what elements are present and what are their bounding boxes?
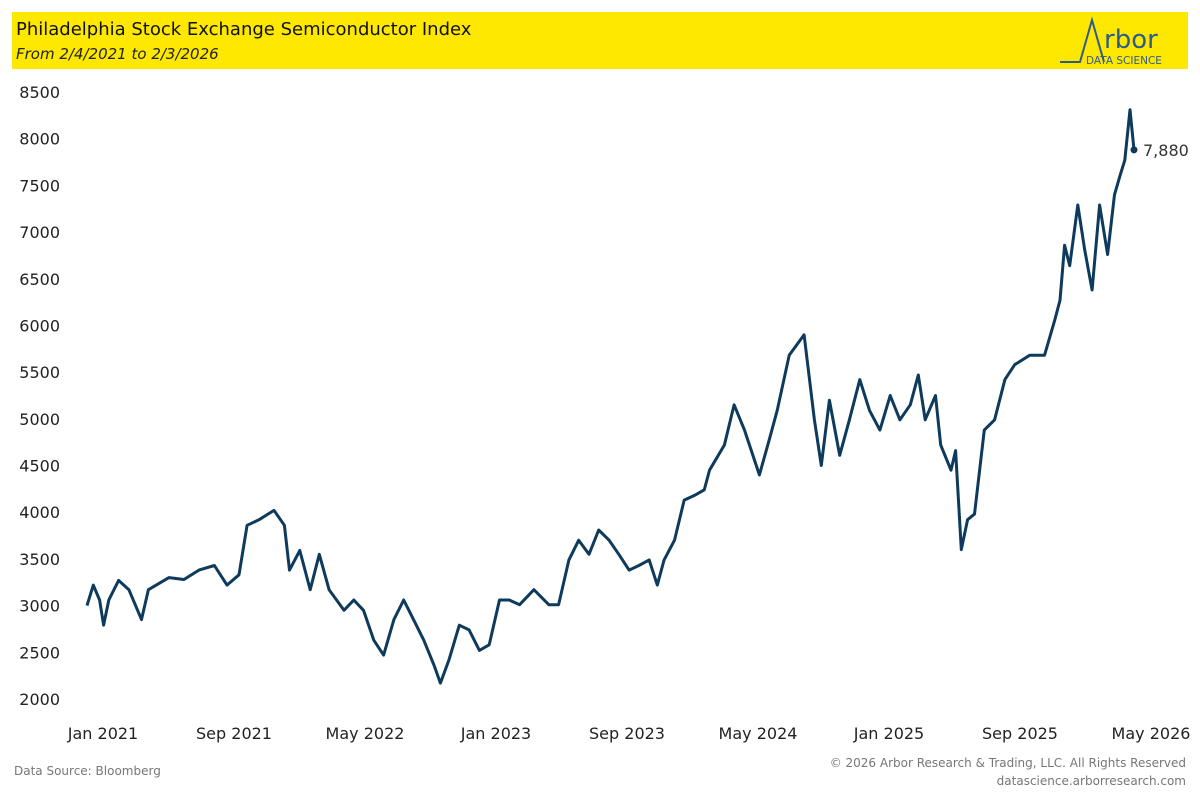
x-tick-label: May 2026 [1112, 724, 1191, 743]
y-tick-label: 8500 [19, 83, 60, 102]
chart-title: Philadelphia Stock Exchange Semiconducto… [16, 19, 472, 40]
y-tick-label: 7000 [19, 223, 60, 242]
y-tick-label: 6000 [19, 316, 60, 335]
copyright-text: © 2026 Arbor Research & Trading, LLC. Al… [829, 756, 1186, 770]
x-tick-label: Jan 2025 [853, 724, 924, 743]
y-tick-label: 4000 [19, 503, 60, 522]
copyright-block: © 2026 Arbor Research & Trading, LLC. Al… [830, 754, 1186, 790]
x-tick-label: Sep 2021 [196, 724, 272, 743]
y-tick-label: 3500 [19, 550, 60, 569]
data-source: Data Source: Bloomberg [14, 764, 161, 778]
arbor-logo: rbor DATA SCIENCE [1060, 16, 1162, 67]
y-tick-label: 8000 [19, 130, 60, 149]
series-line [85, 108, 1136, 685]
y-tick-label: 2500 [19, 643, 60, 662]
website-text: datascience.arborresearch.com [996, 774, 1186, 788]
x-tick-label: Sep 2023 [589, 724, 665, 743]
y-tick-label: 5000 [19, 410, 60, 429]
x-tick-label: May 2022 [326, 724, 405, 743]
svg-text:DATA SCIENCE: DATA SCIENCE [1086, 55, 1162, 67]
chart-subtitle: From 2/4/2021 to 2/3/2026 [16, 45, 219, 63]
y-tick-label: 6500 [19, 270, 60, 289]
x-tick-label: Jan 2023 [460, 724, 531, 743]
end-value-label: 7,880 [1143, 141, 1189, 160]
chart-header: Philadelphia Stock Exchange Semiconducto… [12, 12, 1188, 69]
end-point-marker [1130, 146, 1138, 154]
x-tick-label: Sep 2025 [982, 724, 1058, 743]
x-axis: Jan 2021 Sep 2021 May 2022 Jan 2023 Sep 2023… [67, 724, 1191, 743]
x-tick-label: May 2024 [719, 724, 798, 743]
y-axis: 8500 8000 7500 7000 6500 6000 5500 5000 4500 4000… [19, 83, 60, 709]
y-tick-label: 2000 [19, 690, 60, 709]
y-tick-label: 7500 [19, 176, 60, 195]
y-tick-label: 5500 [19, 363, 60, 382]
x-tick-label: Jan 2021 [67, 724, 138, 743]
y-tick-label: 4500 [19, 457, 60, 476]
svg-text:rbor: rbor [1104, 25, 1158, 55]
y-tick-label: 3000 [19, 597, 60, 616]
